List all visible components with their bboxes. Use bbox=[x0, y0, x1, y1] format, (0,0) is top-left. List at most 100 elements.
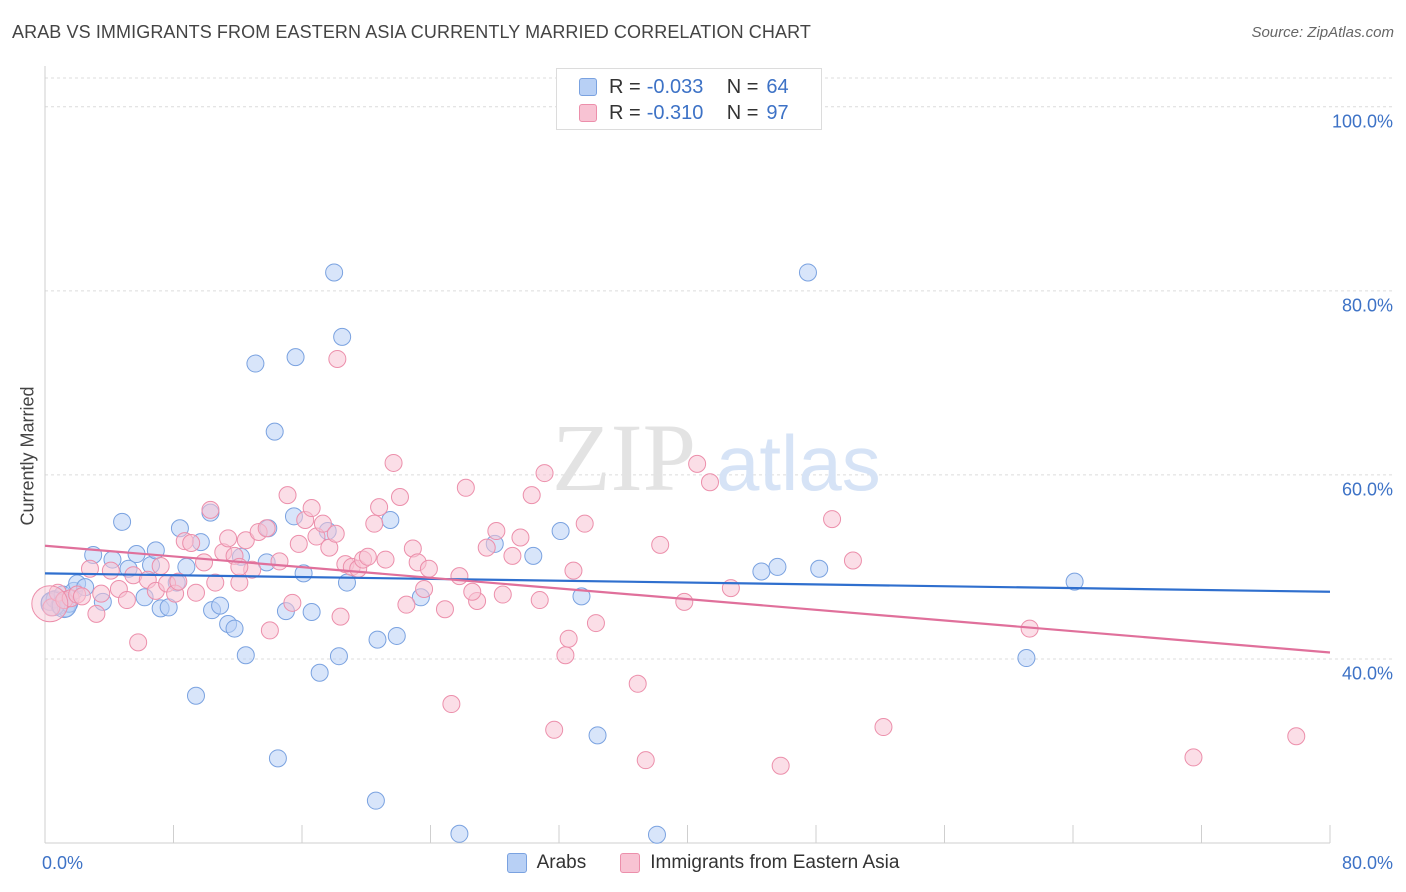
arab-point bbox=[1065, 572, 1084, 591]
series-legend: Arabs Immigrants from Eastern Asia bbox=[0, 852, 1406, 874]
legend-swatch-arabs bbox=[506, 853, 527, 873]
arab-point bbox=[325, 263, 344, 282]
arab-point bbox=[752, 562, 771, 581]
eastern-asia-point bbox=[87, 604, 106, 623]
arab-point bbox=[810, 559, 829, 578]
eastern-asia-point bbox=[636, 751, 655, 770]
eastern-asia-point bbox=[302, 499, 321, 518]
eastern-asia-point bbox=[384, 453, 403, 472]
eastern-asia-point bbox=[771, 756, 790, 775]
arab-point bbox=[368, 630, 387, 649]
arab-trend-line bbox=[44, 572, 1331, 593]
arab-point bbox=[333, 327, 352, 346]
tick-labels: 40.0% 60.0% 80.0% 100.0% 0.0% 80.0% bbox=[42, 112, 1393, 873]
eastern-asia-point bbox=[559, 629, 578, 648]
eastern-asia-point bbox=[195, 553, 214, 572]
eastern-asia-point bbox=[511, 528, 530, 547]
eastern-asia-point bbox=[328, 349, 347, 368]
y-tick-label: 100.0% bbox=[1332, 112, 1393, 132]
arab-point bbox=[211, 596, 230, 615]
eastern-asia-point bbox=[522, 486, 541, 505]
eastern-asia-point bbox=[675, 592, 694, 611]
legend-n-label: N = bbox=[726, 101, 759, 124]
arab-point bbox=[177, 557, 196, 576]
arab-point bbox=[551, 522, 570, 541]
chart-source: Source: ZipAtlas.com bbox=[1251, 24, 1394, 41]
x-tick-label: 0.0% bbox=[42, 853, 83, 873]
eastern-asia-point bbox=[390, 487, 409, 506]
arab-point bbox=[647, 825, 666, 844]
eastern-asia-point bbox=[651, 535, 670, 554]
eastern-asia-point bbox=[874, 718, 893, 737]
arab-point bbox=[588, 726, 607, 745]
y-axis-label: Currently Married bbox=[17, 386, 38, 526]
arab-point bbox=[286, 348, 305, 367]
eastern-asia-point bbox=[236, 531, 255, 550]
arab-point bbox=[524, 546, 543, 565]
eastern-asia-point bbox=[586, 614, 605, 633]
y-tick-label: 80.0% bbox=[1342, 296, 1393, 316]
legend-swatch-eastern-asia bbox=[620, 853, 641, 873]
trend-lines bbox=[44, 544, 1331, 654]
eastern-asia-point bbox=[435, 600, 454, 619]
arab-point bbox=[310, 663, 329, 682]
arab-point bbox=[1017, 649, 1036, 668]
watermark-atlas: atlas bbox=[716, 419, 881, 507]
arab-point bbox=[798, 263, 817, 282]
eastern-asia-point bbox=[72, 587, 91, 606]
eastern-asia-point bbox=[843, 551, 862, 570]
legend-r-label: R = bbox=[609, 101, 641, 124]
legend-r-value-eastern-asia: -0.310 bbox=[646, 101, 704, 124]
eastern-asia-point bbox=[331, 607, 350, 626]
eastern-asia-point bbox=[450, 567, 469, 586]
data-points bbox=[31, 263, 1306, 844]
arab-point bbox=[246, 354, 265, 373]
eastern-asia-point bbox=[283, 593, 302, 612]
arab-point bbox=[225, 619, 244, 638]
eastern-asia-point bbox=[365, 514, 384, 533]
legend-row-arabs: R = -0.033 N = 64 bbox=[579, 75, 789, 99]
eastern-asia-point bbox=[117, 591, 136, 610]
eastern-asia-point bbox=[415, 580, 434, 599]
watermark: ZIP atlas bbox=[552, 404, 881, 511]
legend-item-eastern-asia: Immigrants from Eastern Asia bbox=[620, 852, 899, 874]
eastern-asia-point bbox=[169, 572, 188, 591]
eastern-asia-point bbox=[487, 522, 506, 541]
eastern-asia-point bbox=[456, 478, 475, 497]
eastern-asia-point bbox=[358, 547, 377, 566]
eastern-asia-point bbox=[688, 454, 707, 473]
arab-point bbox=[366, 791, 385, 810]
arab-point bbox=[387, 626, 406, 645]
arab-point bbox=[329, 647, 348, 666]
axes bbox=[44, 66, 1331, 844]
legend-swatch-eastern-asia bbox=[579, 104, 597, 122]
legend-n-value-arabs: 64 bbox=[766, 75, 789, 98]
eastern-asia-point bbox=[326, 524, 345, 543]
eastern-asia-trend-line bbox=[44, 544, 1331, 654]
arab-point bbox=[265, 422, 284, 441]
arab-point bbox=[113, 512, 132, 531]
eastern-asia-point bbox=[556, 646, 575, 665]
eastern-asia-point bbox=[628, 674, 647, 693]
eastern-asia-point bbox=[1287, 727, 1306, 746]
arab-point bbox=[186, 686, 205, 705]
eastern-asia-point bbox=[201, 500, 220, 519]
eastern-asia-point bbox=[260, 621, 279, 640]
eastern-asia-point bbox=[442, 695, 461, 714]
eastern-asia-point bbox=[530, 591, 549, 610]
eastern-asia-point bbox=[278, 486, 297, 505]
eastern-asia-point bbox=[370, 498, 389, 517]
eastern-asia-point bbox=[503, 546, 522, 565]
eastern-asia-point bbox=[477, 538, 496, 557]
arab-point bbox=[450, 824, 469, 843]
eastern-asia-point bbox=[289, 534, 308, 553]
arab-point bbox=[268, 749, 287, 768]
legend-label-arabs: Arabs bbox=[536, 852, 587, 873]
eastern-asia-point bbox=[182, 534, 201, 553]
eastern-asia-point bbox=[1184, 748, 1203, 767]
eastern-asia-point bbox=[219, 529, 238, 548]
eastern-asia-point bbox=[313, 514, 332, 533]
eastern-asia-point bbox=[129, 633, 148, 652]
legend-n-value-eastern-asia: 97 bbox=[766, 101, 789, 124]
